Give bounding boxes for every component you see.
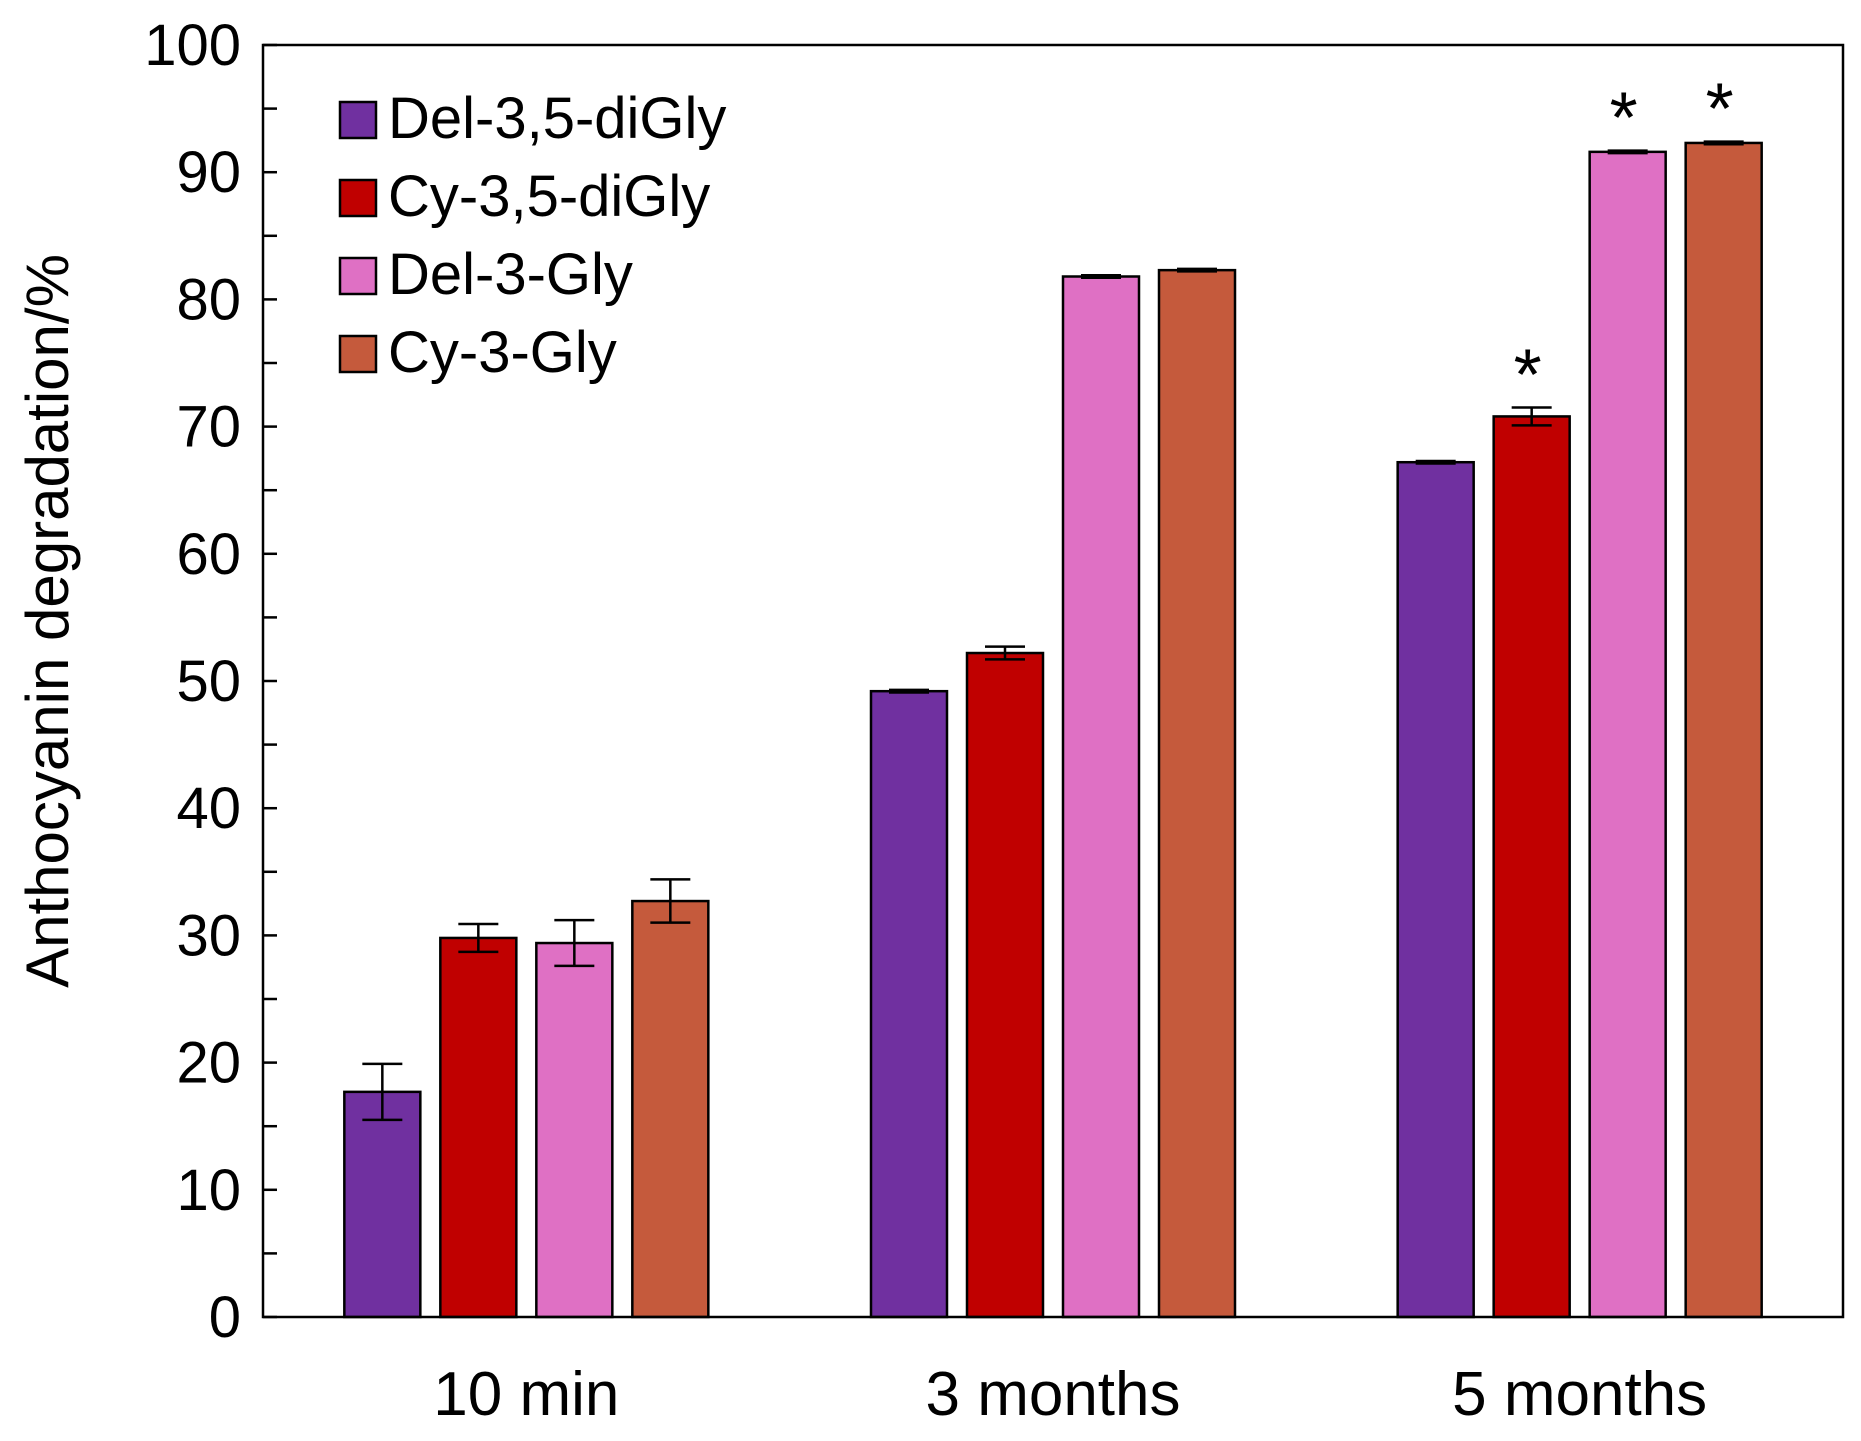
bar [535,941,614,1319]
bar [631,899,710,1319]
significance-star: * [1514,336,1542,416]
y-tick-label: 10 [176,1158,241,1223]
x-category-label: 3 months [925,1360,1180,1429]
y-tick-labels: 0 10 20 30 40 50 60 70 80 90 100 [144,13,241,1350]
y-axis-ticks [263,43,277,1319]
bar [965,651,1045,1319]
x-category-labels: 10 min 3 months 5 months [433,1360,1707,1429]
y-tick-label: 70 [176,395,241,460]
bar [343,1090,422,1319]
y-tick-label: 0 [209,1285,241,1350]
bar [1684,141,1763,1319]
bar [1396,460,1475,1319]
y-tick-label: 40 [176,776,241,841]
significance-star: * [1706,70,1734,150]
bars [343,141,1763,1319]
y-tick-label: 80 [176,267,241,332]
y-tick-label: 30 [176,903,241,968]
legend-label: Cy-3-Gly [388,320,617,385]
error-bars [362,140,1744,1122]
bar [1157,268,1237,1319]
bar [1061,275,1141,1319]
significance-star: * [1610,79,1638,159]
legend-label: Cy-3,5-diGly [388,164,710,229]
y-tick-label: 60 [176,522,241,587]
legend-label: Del-3,5-diGly [388,86,726,151]
y-tick-label: 50 [176,649,241,714]
legend-swatch [338,256,378,296]
bar [1492,415,1571,1319]
y-axis-title: Anthocyanin degradation/% [14,254,81,988]
y-tick-label: 90 [176,140,241,205]
bar [1588,150,1667,1319]
y-tick-label: 100 [144,13,241,78]
y-tick-label: 20 [176,1031,241,1096]
legend-swatch [338,334,378,374]
significance-marks: * * * [1514,70,1734,416]
x-category-label: 5 months [1452,1360,1707,1429]
legend-swatch [338,100,378,140]
legend: Del-3,5-diGly Cy-3,5-diGly Del-3-Gly Cy-3-G… [338,86,726,385]
bar [869,689,949,1319]
bar [439,936,518,1319]
x-category-label: 10 min [433,1360,619,1429]
legend-swatch [338,178,378,218]
plot-area-frame [261,43,1845,1319]
legend-label: Del-3-Gly [388,242,633,307]
